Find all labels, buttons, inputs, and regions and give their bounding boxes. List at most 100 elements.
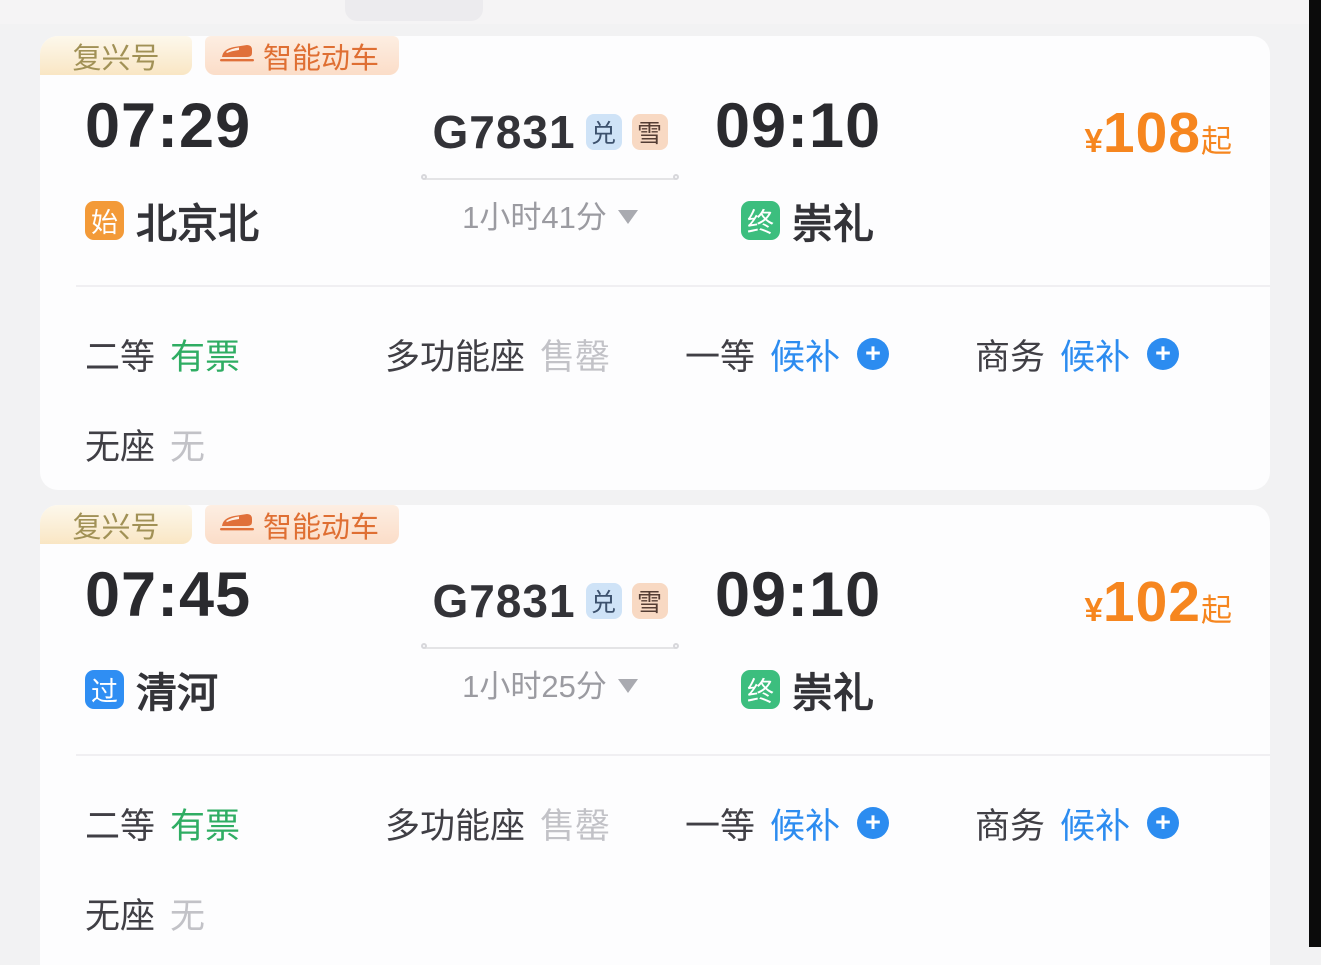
seat-status: 候补 — [1060, 337, 1131, 377]
currency-symbol: ¥ — [1084, 122, 1103, 159]
seat-status: 售罄 — [540, 806, 611, 846]
seat-item: 一等 候补 + — [685, 800, 975, 846]
seat-item: 商务 候补 + — [975, 800, 1242, 846]
smart-emu-label: 智能动车 — [263, 42, 380, 75]
depart-station-row: 始 北京北 — [85, 190, 385, 250]
depart-station: 北京北 — [136, 201, 259, 247]
waitlist-add-button[interactable]: + — [1147, 807, 1180, 839]
arrival-column: 09:10 终 崇礼 — [715, 82, 1035, 250]
train-icon — [219, 39, 255, 72]
smart-emu-tag: 智能动车 — [205, 505, 400, 544]
train-type-tag: 复兴号 — [40, 36, 192, 75]
previous-card-remnant — [345, 0, 483, 21]
seat-availability: 二等 有票 多功能座 售罄 一等 候补 + 商务 候补 + 无座 无 — [85, 790, 1242, 936]
price: ¥108起 — [1035, 100, 1232, 166]
seat-label: 商务 — [975, 337, 1046, 377]
duration-dropdown[interactable]: 1小时25分 — [462, 661, 638, 706]
seat-label: 多功能座 — [385, 337, 526, 377]
seat-item: 一等 候补 + — [685, 331, 975, 377]
snow-badge: 雪 — [631, 114, 668, 150]
seat-item: 无座 无 — [85, 421, 385, 467]
seat-label: 二等 — [85, 806, 156, 846]
train-main-row: 07:45 过 清河 G7831 兑 雪 1小时25分 09:10 — [40, 505, 1270, 719]
currency-symbol: ¥ — [1084, 591, 1103, 628]
seat-label: 二等 — [85, 337, 156, 377]
smart-emu-label: 智能动车 — [263, 511, 380, 544]
timeline-end-dot — [673, 174, 679, 180]
caret-down-icon — [617, 209, 638, 224]
seat-status: 有票 — [170, 806, 241, 846]
price-suffix: 起 — [1201, 124, 1232, 159]
route-timeline — [421, 643, 679, 649]
depart-station-row: 过 清河 — [85, 659, 385, 719]
train-type-label: 复兴号 — [72, 511, 160, 544]
seat-item: 无座 无 — [85, 890, 385, 936]
snow-badge: 雪 — [631, 583, 668, 619]
train-main-row: 07:29 始 北京北 G7831 兑 雪 1小时41分 09:10 — [40, 36, 1270, 250]
arrive-station-row: 终 崇礼 — [715, 659, 1035, 719]
seat-label: 一等 — [685, 337, 756, 377]
seat-status: 售罄 — [540, 337, 611, 377]
seat-label: 一等 — [685, 806, 756, 846]
waitlist-add-button[interactable]: + — [1147, 338, 1180, 370]
train-card[interactable]: 复兴号 智能动车 07:29 始 北京北 G7831 兑 雪 — [40, 36, 1270, 490]
seat-item: 多功能座 售罄 — [385, 800, 685, 846]
duration-label: 1小时41分 — [462, 200, 607, 235]
seat-status: 候补 — [770, 337, 841, 377]
seat-label: 无座 — [85, 427, 156, 467]
seat-status: 无 — [170, 427, 206, 467]
train-number: G7831 — [432, 106, 576, 158]
arrive-time: 09:10 — [715, 91, 882, 161]
waitlist-add-button[interactable]: + — [857, 807, 890, 839]
train-number: G7831 — [432, 575, 576, 627]
price-suffix: 起 — [1201, 593, 1232, 628]
tags-row: 复兴号 智能动车 — [40, 505, 400, 544]
price-value: 108 — [1102, 101, 1201, 165]
train-number-row: G7831 兑 雪 — [432, 573, 668, 629]
start-station-badge: 始 — [85, 200, 124, 240]
arrive-time: 09:10 — [715, 560, 882, 630]
seat-item: 二等 有票 — [85, 331, 385, 377]
timeline-start-dot — [421, 174, 427, 180]
exchange-badge: 兑 — [585, 583, 622, 619]
train-number-row: G7831 兑 雪 — [432, 104, 668, 160]
departure-column: 07:29 始 北京北 — [85, 82, 385, 250]
timeline-start-dot — [421, 643, 427, 649]
timeline-end-dot — [673, 643, 679, 649]
train-info-column: G7831 兑 雪 1小时41分 — [385, 82, 715, 250]
seat-item: 商务 候补 + — [975, 331, 1242, 377]
seat-status: 候补 — [1060, 806, 1131, 846]
arrive-station-row: 终 崇礼 — [715, 190, 1035, 250]
seat-availability: 二等 有票 多功能座 售罄 一等 候补 + 商务 候补 + 无座 无 — [85, 321, 1242, 467]
departure-column: 07:45 过 清河 — [85, 551, 385, 719]
caret-down-icon — [617, 678, 638, 693]
card-divider — [76, 754, 1270, 756]
train-icon — [219, 508, 255, 541]
seat-label: 商务 — [975, 806, 1046, 846]
route-timeline — [421, 174, 679, 180]
depart-time: 07:29 — [85, 91, 252, 161]
arrive-station: 崇礼 — [792, 670, 874, 716]
seat-status: 候补 — [770, 806, 841, 846]
arrival-column: 09:10 终 崇礼 — [715, 551, 1035, 719]
card-divider — [76, 285, 1270, 287]
previous-card-remnant-strip — [0, 0, 1309, 24]
waitlist-add-button[interactable]: + — [857, 338, 890, 370]
end-station-badge: 终 — [741, 669, 780, 709]
screen-edge-bar — [1309, 0, 1321, 947]
pass-station-badge: 过 — [85, 669, 124, 709]
seat-label: 无座 — [85, 896, 156, 936]
depart-station: 清河 — [136, 670, 218, 716]
train-info-column: G7831 兑 雪 1小时25分 — [385, 551, 715, 719]
seat-status: 无 — [170, 896, 206, 936]
arrive-station: 崇礼 — [792, 201, 874, 247]
duration-dropdown[interactable]: 1小时41分 — [462, 192, 638, 237]
seat-item: 多功能座 售罄 — [385, 331, 685, 377]
duration-label: 1小时25分 — [462, 669, 607, 704]
smart-emu-tag: 智能动车 — [205, 36, 400, 75]
train-card[interactable]: 复兴号 智能动车 07:45 过 清河 G7831 兑 雪 — [40, 505, 1270, 965]
depart-time: 07:45 — [85, 560, 252, 630]
price-column: ¥102起 — [1035, 551, 1232, 719]
seat-status: 有票 — [170, 337, 241, 377]
end-station-badge: 终 — [741, 200, 780, 240]
